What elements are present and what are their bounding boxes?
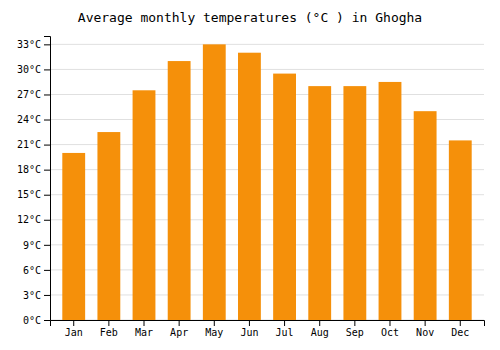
x-tick-mark (108, 320, 109, 326)
x-tick-label: Jun (240, 327, 258, 338)
y-tick-mark (44, 94, 50, 95)
x-tick-label: Nov (416, 327, 434, 338)
plot-area: Jan Feb Mar Apr May Jun Jul Aug Sep Oct Nov Dec 0°C 3… (17, 37, 485, 339)
y-tick: 33°C (17, 39, 50, 50)
x-tick: Oct (381, 320, 399, 338)
x-tick-mark (214, 320, 215, 326)
x-tick: May (205, 320, 223, 338)
y-tick-mark (44, 245, 50, 246)
y-tick: 9°C (23, 240, 50, 251)
y-tick-mark (44, 44, 50, 45)
x-tick-mark (425, 320, 426, 326)
x-tick-label: Jan (65, 327, 83, 338)
y-tick-mark (44, 320, 50, 321)
grid-line (50, 94, 484, 95)
bar (273, 74, 296, 320)
y-tick-label: 30°C (17, 64, 41, 75)
x-tick-mark (144, 320, 145, 326)
y-tick: 6°C (23, 265, 50, 276)
x-tick-label: Dec (451, 327, 469, 338)
y-tick: 30°C (17, 64, 50, 75)
x-tick: Jul (276, 320, 294, 338)
bar (308, 86, 331, 320)
y-tick: 21°C (17, 139, 50, 150)
y-tick: 24°C (17, 114, 50, 125)
title: Average monthly temperatures (°C ) in Gh… (78, 10, 422, 25)
bar (97, 132, 120, 320)
x-tick-mark (354, 320, 355, 326)
y-tick-mark (44, 220, 50, 221)
y-tick-mark (44, 69, 50, 70)
x-tick-mark (284, 320, 285, 326)
y-tick-label: 9°C (23, 240, 41, 251)
x-tick: Sep (346, 320, 364, 338)
bar (414, 111, 437, 320)
y-tick-label: 6°C (23, 265, 41, 276)
y-tick-label: 21°C (17, 139, 41, 150)
x-tick-label: May (205, 327, 223, 338)
y-tick-mark (44, 120, 50, 121)
y-tick-mark (44, 295, 50, 296)
x-tick-label: Aug (311, 327, 329, 338)
bar (203, 44, 226, 320)
y-axis-line (44, 37, 51, 321)
x-tick-mark (249, 320, 250, 326)
x-tick-mark (389, 320, 390, 326)
grid-line (50, 69, 484, 70)
y-axis: 0°C 3°C 6°C 9°C 12°C 15°C 18°C 21°C 24°C 27°C 30°C… (17, 37, 51, 326)
bar (62, 153, 85, 320)
grid (50, 44, 484, 320)
y-tick: 18°C (17, 164, 50, 175)
y-tick-label: 15°C (17, 189, 41, 200)
bar (379, 82, 402, 320)
x-tick-label: Feb (100, 327, 118, 338)
x-tick-mark (460, 320, 461, 326)
bar (449, 140, 472, 320)
x-tick-label: Jul (276, 327, 294, 338)
y-tick-label: 18°C (17, 164, 41, 175)
x-tick-label: Apr (170, 327, 188, 338)
x-tick: Dec (451, 320, 469, 338)
x-axis: Jan Feb Mar Apr May Jun Jul Aug Sep Oct Nov Dec (51, 320, 485, 338)
chart: Jan Feb Mar Apr May Jun Jul Aug Sep Oct Nov Dec 0°C 3… (0, 0, 500, 350)
x-tick-mark (179, 320, 180, 326)
bar (343, 86, 366, 320)
x-tick-mark (73, 320, 74, 326)
y-tick: 0°C (23, 315, 50, 326)
bar (168, 61, 191, 320)
y-tick-label: 0°C (23, 315, 41, 326)
y-tick-label: 27°C (17, 89, 41, 100)
x-tick-label: Mar (135, 327, 153, 338)
x-tick: Jun (240, 320, 258, 338)
y-tick-mark (44, 195, 50, 196)
x-tick: Feb (100, 320, 118, 338)
x-tick-mark (319, 320, 320, 326)
y-tick-label: 3°C (23, 290, 41, 301)
bar (133, 90, 156, 320)
bar (238, 53, 261, 320)
y-tick-mark (44, 170, 50, 171)
y-tick: 27°C (17, 89, 50, 100)
x-tick-label: Oct (381, 327, 399, 338)
y-tick: 3°C (23, 290, 50, 301)
y-tick-label: 24°C (17, 114, 41, 125)
x-tick: Mar (135, 320, 153, 338)
x-tick-label: Sep (346, 327, 364, 338)
x-tick: Nov (416, 320, 434, 338)
x-tick: Aug (311, 320, 329, 338)
grid-line (50, 44, 484, 45)
y-tick-label: 33°C (17, 39, 41, 50)
y-tick: 12°C (17, 214, 50, 225)
y-tick-label: 12°C (17, 214, 41, 225)
bars (62, 44, 471, 320)
x-axis-line (51, 321, 485, 327)
y-tick-mark (44, 270, 50, 271)
y-tick: 15°C (17, 189, 50, 200)
x-tick: Jan (65, 320, 83, 338)
x-tick: Apr (170, 320, 188, 338)
y-tick-mark (44, 145, 50, 146)
